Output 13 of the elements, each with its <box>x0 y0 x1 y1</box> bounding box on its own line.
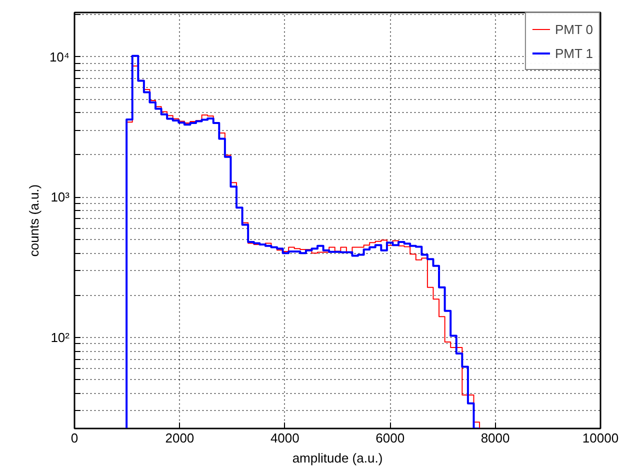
x-tick-label: 8000 <box>480 430 510 446</box>
x-tick-label: 10000 <box>582 430 619 446</box>
x-axis-title: amplitude (a.u.) <box>292 450 383 466</box>
y-axis-title: counts (a.u.) <box>26 184 42 257</box>
y-tick-label: 10² <box>50 330 70 346</box>
y-tick-label: 10⁴ <box>49 49 70 64</box>
legend-label: PMT 0 <box>554 22 593 36</box>
x-tick-label: 4000 <box>270 430 300 446</box>
x-tick-label: 0 <box>70 430 78 446</box>
legend-label: PMT 1 <box>554 46 593 60</box>
y-tick-label: 10³ <box>50 190 70 205</box>
x-tick-label: 2000 <box>165 430 194 446</box>
x-tick-label: 6000 <box>376 430 405 446</box>
